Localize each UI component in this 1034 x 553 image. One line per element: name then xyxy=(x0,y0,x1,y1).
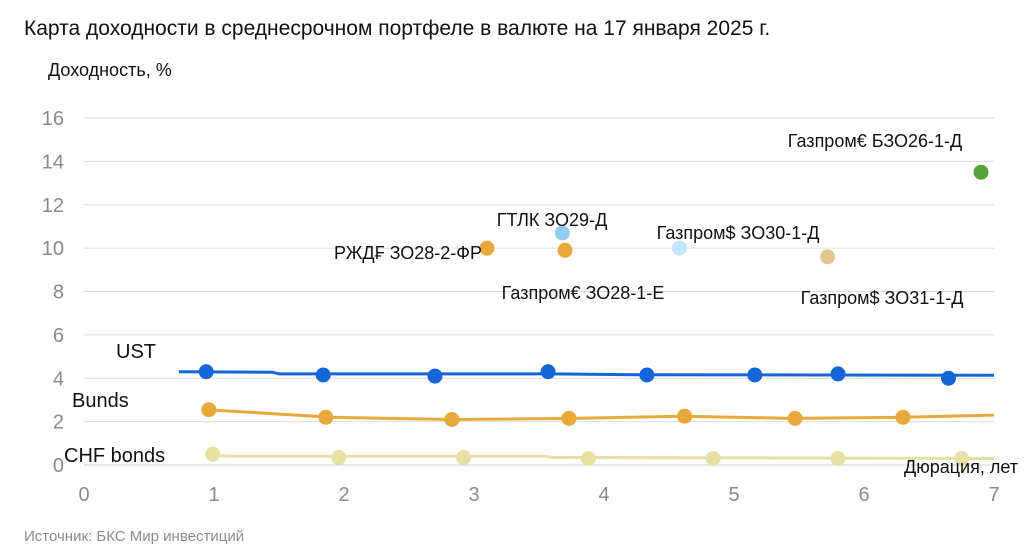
bond-point xyxy=(973,164,989,180)
chf-bonds-label: CHF bonds xyxy=(64,445,165,467)
ust-point xyxy=(941,370,956,386)
chf-bonds-point xyxy=(705,450,721,466)
x-tick-label: 6 xyxy=(858,484,869,506)
y-tick-label: 16 xyxy=(42,108,64,130)
bunds-label: Bunds xyxy=(72,390,129,412)
chf-bonds-point xyxy=(954,450,969,466)
x-tick-label: 3 xyxy=(468,484,479,506)
bunds-point xyxy=(201,402,217,418)
x-tick-label: 4 xyxy=(598,484,609,506)
bond-point xyxy=(671,240,687,256)
bond-point xyxy=(557,242,573,258)
bunds-point xyxy=(787,410,803,426)
bunds-point xyxy=(561,410,577,426)
y-axis-label: Доходность, % xyxy=(48,60,172,80)
x-tick-label: 1 xyxy=(208,484,219,506)
bunds-point xyxy=(318,409,334,425)
ust-label: UST xyxy=(116,341,156,363)
ust-point xyxy=(747,367,763,383)
bond-label: Газпром$ ЗО30-1-Д xyxy=(657,223,820,243)
x-tick-label: 5 xyxy=(728,484,739,506)
ust-point xyxy=(639,367,655,383)
y-tick-label: 8 xyxy=(53,282,64,304)
bond-point xyxy=(820,249,836,265)
bond-point xyxy=(479,240,495,256)
bond-label: Газпром€ ЗО28-1-Е xyxy=(502,283,665,303)
y-tick-label: 4 xyxy=(53,368,64,390)
source-note: Источник: БКС Мир инвестиций xyxy=(24,528,244,545)
chf-bonds-point xyxy=(580,450,596,466)
bond-label: ГТЛК ЗО29-Д xyxy=(497,210,608,230)
x-axis-label: Дюрация, лет xyxy=(904,457,1018,477)
ust-point xyxy=(198,364,214,380)
ust-curve xyxy=(178,370,995,377)
chf-bonds-curve xyxy=(210,453,995,460)
chf-bonds-point xyxy=(331,449,347,465)
ust-point xyxy=(830,366,846,382)
chf-bonds-point xyxy=(456,449,472,465)
bond-label: Газпром€ БЗО26-1-Д xyxy=(788,131,962,151)
x-tick-label: 0 xyxy=(78,484,89,506)
chf-bonds-point xyxy=(830,450,846,466)
y-tick-label: 0 xyxy=(53,455,64,477)
ust-point xyxy=(540,364,556,380)
bunds-point xyxy=(895,409,911,425)
ust-point xyxy=(427,368,443,384)
bond-label: Газпром$ ЗО31-1-Д xyxy=(801,288,964,308)
bunds-point xyxy=(444,411,460,427)
chart-title: Карта доходности в среднесрочном портфел… xyxy=(24,17,771,40)
chf-bonds-point xyxy=(205,446,221,462)
x-tick-label: 2 xyxy=(338,484,349,506)
x-tick-label: 7 xyxy=(988,484,999,506)
bunds-point xyxy=(677,408,693,424)
bond-point xyxy=(554,225,570,241)
bunds-curve xyxy=(207,408,995,421)
y-tick-label: 6 xyxy=(53,325,64,347)
y-tick-label: 10 xyxy=(42,238,64,260)
bond-label: РЖД₣ ЗО28-2-ФР xyxy=(334,243,482,263)
ust-point xyxy=(315,367,331,383)
y-tick-label: 12 xyxy=(42,195,64,217)
y-tick-label: 14 xyxy=(42,151,64,173)
y-tick-label: 2 xyxy=(53,412,64,434)
